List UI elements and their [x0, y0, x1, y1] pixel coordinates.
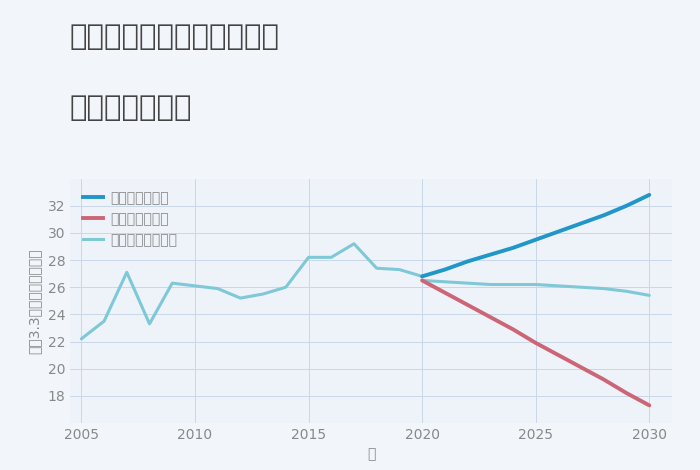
グッドシナリオ — [577, 220, 585, 226]
グッドシナリオ — [418, 274, 426, 279]
ノーマルシナリオ — [281, 284, 290, 290]
グッドシナリオ — [645, 192, 654, 198]
Line: グッドシナリオ: グッドシナリオ — [422, 195, 650, 276]
Text: 土地の価格推移: 土地の価格推移 — [70, 94, 192, 122]
ノーマルシナリオ — [190, 283, 199, 289]
ノーマルシナリオ — [77, 336, 85, 342]
ノーマルシナリオ — [372, 266, 381, 271]
ノーマルシナリオ — [146, 321, 154, 327]
グッドシナリオ — [509, 245, 517, 251]
ノーマルシナリオ — [304, 255, 313, 260]
Y-axis label: 平（3.3㎡）単価（万円）: 平（3.3㎡）単価（万円） — [28, 248, 42, 353]
グッドシナリオ — [486, 252, 494, 258]
X-axis label: 年: 年 — [367, 447, 375, 462]
バッドシナリオ — [554, 352, 563, 358]
グッドシナリオ — [531, 237, 540, 243]
ノーマルシナリオ — [168, 280, 176, 286]
バッドシナリオ — [486, 314, 494, 320]
ノーマルシナリオ — [327, 255, 335, 260]
Line: ノーマルシナリオ: ノーマルシナリオ — [81, 244, 422, 339]
バッドシナリオ — [600, 377, 608, 383]
バッドシナリオ — [645, 402, 654, 408]
ノーマルシナリオ — [214, 286, 222, 291]
ノーマルシナリオ — [122, 269, 131, 275]
バッドシナリオ — [418, 278, 426, 283]
グッドシナリオ — [440, 267, 449, 273]
ノーマルシナリオ — [100, 318, 108, 324]
Legend: グッドシナリオ, バッドシナリオ, ノーマルシナリオ: グッドシナリオ, バッドシナリオ, ノーマルシナリオ — [77, 186, 183, 252]
グッドシナリオ — [463, 258, 472, 264]
バッドシナリオ — [622, 390, 631, 396]
ノーマルシナリオ — [418, 274, 426, 279]
グッドシナリオ — [600, 212, 608, 218]
Text: 埼玉県川越市安比奈新田の: 埼玉県川越市安比奈新田の — [70, 24, 280, 52]
Line: バッドシナリオ: バッドシナリオ — [422, 281, 650, 405]
バッドシナリオ — [440, 290, 449, 296]
ノーマルシナリオ — [395, 267, 404, 273]
ノーマルシナリオ — [236, 295, 244, 301]
ノーマルシナリオ — [259, 291, 267, 297]
ノーマルシナリオ — [350, 241, 358, 247]
バッドシナリオ — [509, 327, 517, 332]
グッドシナリオ — [622, 203, 631, 209]
グッドシナリオ — [554, 229, 563, 235]
バッドシナリオ — [577, 365, 585, 370]
バッドシナリオ — [463, 302, 472, 308]
バッドシナリオ — [531, 340, 540, 346]
